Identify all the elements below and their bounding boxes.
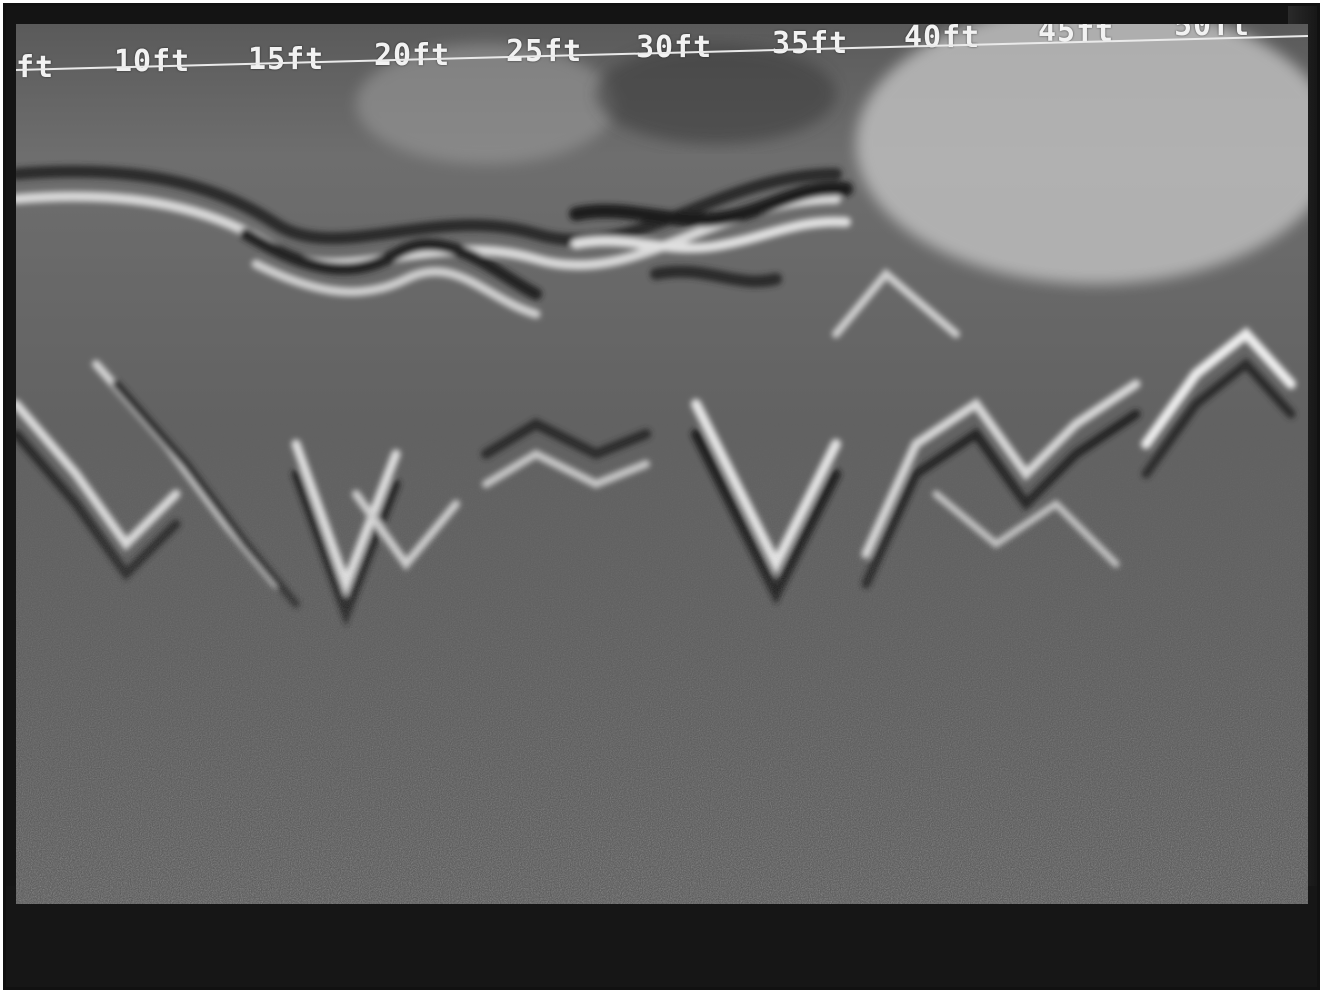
scale-label-20ft: 20ft: [374, 38, 451, 73]
scale-label-15ft: 15ft: [248, 42, 325, 77]
scale-label-30ft: 30ft: [636, 30, 713, 65]
photo-frame: ft 10ft 15ft 20ft 25ft 30ft 35ft 40ft 45…: [3, 3, 1320, 990]
scale-label-10ft: 10ft: [114, 44, 191, 79]
scale-label-35ft: 35ft: [772, 26, 849, 61]
scale-label-40ft: 40ft: [904, 24, 981, 55]
scale-label-25ft: 25ft: [506, 34, 583, 69]
scale-bar-line: [16, 35, 1308, 71]
gpr-radargram-screen: ft 10ft 15ft 20ft 25ft 30ft 35ft 40ft 45…: [16, 24, 1308, 904]
radargram-image: [16, 24, 1308, 904]
noise-texture: [16, 24, 1308, 904]
scale-label-45ft: 45ft: [1038, 24, 1115, 49]
scale-label-ft: ft: [16, 50, 55, 85]
